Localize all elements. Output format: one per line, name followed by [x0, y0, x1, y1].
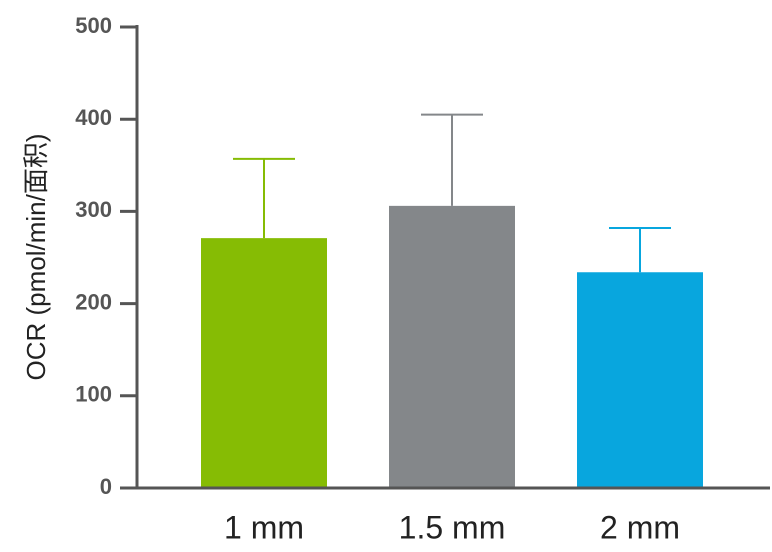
- x-tick-label: 2 mm: [600, 509, 680, 545]
- x-tick-label: 1 mm: [224, 509, 304, 545]
- bar: [201, 238, 327, 488]
- y-tick-label: 400: [75, 105, 112, 130]
- y-axis-title: OCR (pmol/min/面积): [21, 133, 51, 380]
- x-tick-label: 1.5 mm: [399, 509, 506, 545]
- y-tick-label: 500: [75, 13, 112, 38]
- bar: [577, 272, 703, 488]
- bar: [389, 205, 515, 489]
- y-tick-label: 100: [75, 382, 112, 407]
- y-tick-label: 200: [75, 289, 112, 314]
- y-tick-label: 0: [100, 474, 112, 499]
- y-tick-label: 300: [75, 197, 112, 222]
